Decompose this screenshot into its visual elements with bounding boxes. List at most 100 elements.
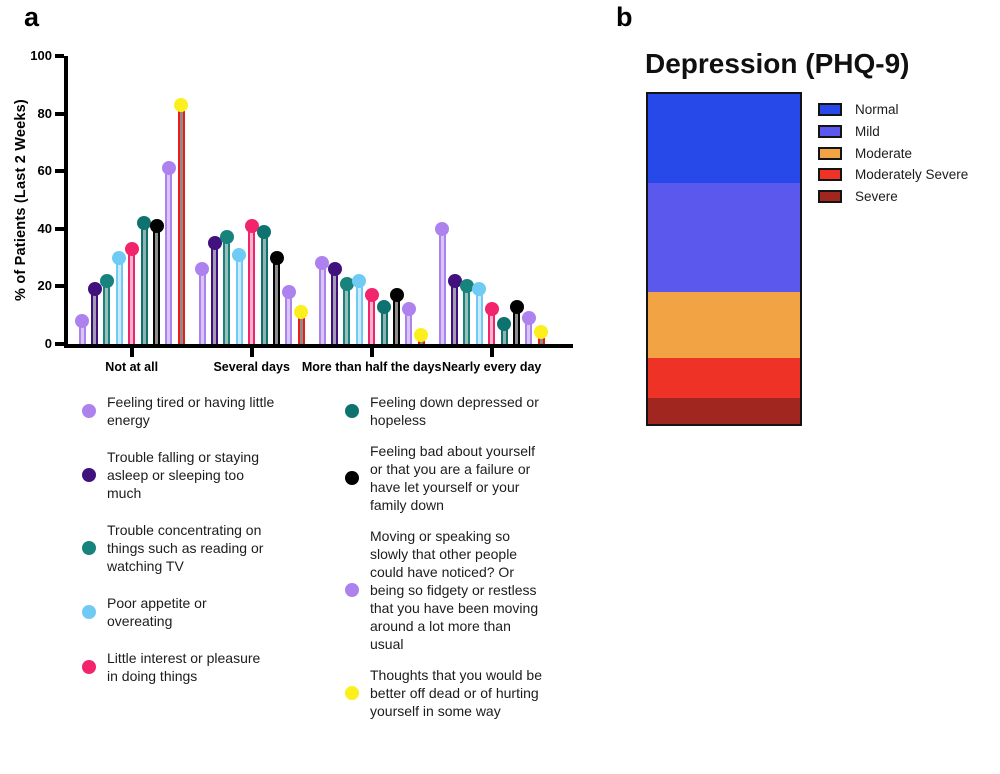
- legend-label: Moderate: [855, 145, 913, 161]
- legend-item: Trouble concentrating on things such as …: [82, 521, 292, 575]
- lollipop-bar: [343, 283, 351, 344]
- lollipop-bar: [211, 243, 218, 344]
- legend-dot-icon: [345, 583, 359, 597]
- legend-label: Trouble falling or staying asleep or sle…: [107, 449, 260, 501]
- legend-item: Poor appetite or overeating: [82, 594, 292, 630]
- y-tick: [55, 111, 64, 116]
- y-tick: [55, 284, 64, 289]
- lollipop-marker: [244, 218, 259, 233]
- legend-item: Feeling bad about yourself or that you a…: [345, 442, 561, 514]
- lollipop-marker: [472, 282, 487, 297]
- lollipop-marker: [389, 288, 404, 303]
- legend-dot-icon: [82, 404, 96, 418]
- y-tick-label: 100: [30, 48, 52, 63]
- legend-item: Little interest or pleasure in doing thi…: [82, 649, 292, 685]
- lollipop-marker: [124, 241, 139, 256]
- lollipop-marker: [99, 273, 114, 288]
- legend-row-normal: Normal: [818, 99, 968, 121]
- y-tick: [55, 226, 64, 231]
- x-tick-label: Nearly every day: [441, 360, 542, 374]
- lollipop-marker: [219, 230, 234, 245]
- phq9-segment-mild: [648, 183, 800, 292]
- lollipop-bar: [115, 257, 123, 344]
- legend-label: Trouble concentrating on things such as …: [107, 522, 264, 574]
- x-tick-label: Several days: [213, 360, 290, 374]
- lollipop-marker: [315, 256, 330, 271]
- y-tick-label: 60: [37, 163, 52, 179]
- phq9-segment-moderately-severe: [648, 357, 800, 398]
- lollipop-bar: [177, 104, 185, 344]
- lollipop-marker: [435, 221, 450, 236]
- legend-item: Feeling down depressed or hopeless: [345, 393, 561, 429]
- lollipop-bar: [103, 280, 111, 344]
- panel-b-title: Depression (PHQ-9): [645, 48, 910, 79]
- lollipop-marker: [414, 328, 429, 343]
- y-tick: [55, 342, 64, 346]
- lollipop-bar: [273, 257, 280, 344]
- lollipop-bar: [318, 263, 326, 344]
- y-tick: [55, 54, 64, 58]
- lollipop-bar: [260, 231, 268, 344]
- lollipop-bar: [235, 254, 243, 344]
- lollipop-marker: [497, 316, 512, 331]
- legend-dot-icon: [82, 468, 96, 482]
- lollipop-marker: [459, 279, 474, 294]
- lollipop-bar: [393, 295, 400, 344]
- legend-label: Poor appetite or overeating: [107, 595, 207, 629]
- legend-swatch-icon: [818, 146, 842, 160]
- lollipop-marker: [484, 302, 499, 317]
- lollipop-bar: [153, 225, 160, 344]
- legend-dot-icon: [345, 471, 359, 485]
- lollipop-bar: [368, 295, 376, 344]
- lollipop-marker: [509, 299, 524, 314]
- lollipop-bar: [451, 280, 458, 344]
- lollipop-marker: [174, 97, 189, 112]
- lollipop-bar: [223, 237, 231, 344]
- lollipop-marker: [281, 285, 296, 300]
- legend-item: Thoughts that you would be better off de…: [345, 666, 561, 720]
- lollipop-marker: [327, 262, 342, 277]
- panel-a-plot: 0 20 40 60 80 100 Not at all Several days More t…: [30, 48, 573, 374]
- legend-label: Little interest or pleasure in doing thi…: [107, 650, 261, 684]
- lollipop-marker: [257, 224, 272, 239]
- lollipop-marker: [75, 313, 90, 328]
- x-tick: [369, 348, 374, 357]
- lollipop-marker: [149, 218, 164, 233]
- x-tick: [489, 348, 494, 357]
- x-axis-line: [64, 344, 573, 348]
- lollipop-marker: [401, 302, 416, 317]
- legend-dot-icon: [345, 686, 359, 700]
- lollipop-bar: [355, 280, 363, 344]
- legend-label: Feeling tired or having little energy: [107, 394, 275, 428]
- lollipop-marker: [294, 305, 309, 320]
- legend-item: Trouble falling or staying asleep or sle…: [82, 448, 292, 502]
- legend-row-moderate: Moderate: [818, 142, 968, 164]
- lollipop-marker: [112, 250, 127, 265]
- y-axis-title: % of Patients (Last 2 Weeks): [13, 99, 29, 301]
- legend-label: Severe: [855, 189, 898, 205]
- x-tick: [129, 348, 134, 357]
- y-tick: [55, 169, 64, 174]
- lollipop-marker: [377, 299, 392, 314]
- lollipop-bar: [438, 228, 446, 344]
- y-tick-label: 40: [37, 220, 52, 236]
- legend-row-moderately-severe: Moderately Severe: [818, 164, 968, 186]
- legend-swatch-icon: [818, 125, 842, 139]
- lollipop-bar: [91, 289, 98, 344]
- lollipop-marker: [364, 288, 379, 303]
- legend-label: Feeling bad about yourself or that you a…: [370, 443, 535, 513]
- legend-label: Normal: [855, 102, 899, 118]
- panel-a-label: a: [24, 2, 40, 32]
- lollipop-bar: [198, 269, 206, 344]
- legend-dot-icon: [82, 541, 96, 555]
- legend-label: Moving or speaking so slowly that other …: [370, 528, 539, 652]
- panel-a-legend-col1: Feeling tired or having little energy Tro…: [82, 393, 292, 704]
- legend-dot-icon: [82, 660, 96, 674]
- legend-label: Feeling down depressed or hopeless: [370, 394, 539, 428]
- legend-row-severe: Severe: [818, 186, 968, 208]
- lollipop-marker: [339, 276, 354, 291]
- legend-label: Thoughts that you would be better off de…: [370, 667, 543, 719]
- lollipop-bar: [463, 286, 471, 344]
- lollipop-marker: [232, 247, 247, 262]
